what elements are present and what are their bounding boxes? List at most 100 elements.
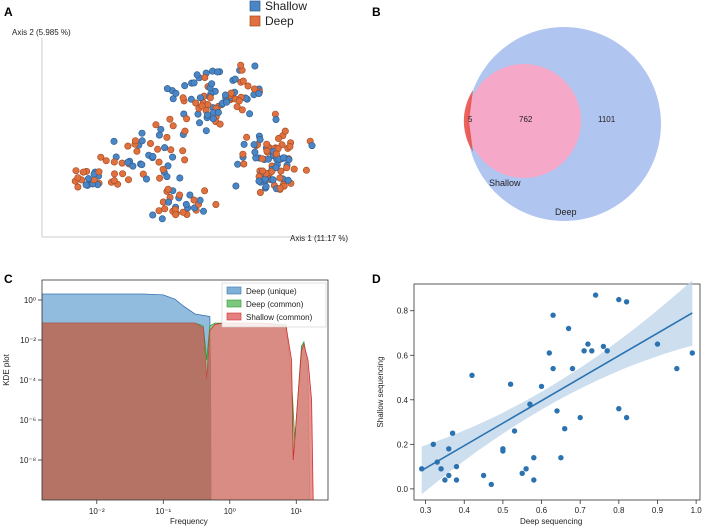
pcoa-point-shallow xyxy=(124,158,132,166)
kde-legend-swatch-unique xyxy=(226,286,242,295)
pcoa-point-deep xyxy=(274,135,282,143)
reg-frame xyxy=(413,283,701,501)
pcoa-point-deep xyxy=(227,89,235,97)
pcoa-panel: Axis 2 (5.985 %) Axis 1 (11.17 %) xyxy=(12,28,348,243)
pcoa-point-deep xyxy=(163,133,171,141)
pcoa-point-shallow xyxy=(279,154,287,162)
pcoa-point-shallow xyxy=(194,110,202,118)
panel-label-b: B xyxy=(372,5,381,19)
venn-shallow-label: Shallow xyxy=(489,178,521,188)
kde-xtick-label: 10⁻² xyxy=(89,507,105,516)
pcoa-point-shallow xyxy=(196,196,204,204)
pcoa-point-deep xyxy=(181,127,189,135)
pcoa-point-shallow xyxy=(256,136,264,144)
pcoa-point-deep xyxy=(259,167,267,175)
pcoa-point-shallow xyxy=(284,176,292,184)
pcoa-point-deep xyxy=(125,176,133,184)
pcoa-point-deep xyxy=(183,115,191,123)
venn-deep-only-count: 1101 xyxy=(598,115,616,124)
pcoa-point-shallow xyxy=(155,131,163,139)
pcoa-point-deep xyxy=(72,167,80,175)
reg-point xyxy=(442,477,448,483)
reg-point xyxy=(480,472,487,479)
reg-xtick-label: 0.7 xyxy=(575,506,587,515)
pcoa-point-shallow xyxy=(308,142,316,150)
pcoa-point-shallow xyxy=(255,177,263,185)
kde-ytick-label: 10⁻² xyxy=(20,336,36,345)
pcoa-point-deep xyxy=(159,165,167,173)
pcoa-point-shallow xyxy=(272,116,280,124)
kde-xtick-label: 10⁻¹ xyxy=(155,507,171,516)
pcoa-point-shallow xyxy=(138,137,146,145)
reg-ytick-label: 0.6 xyxy=(397,351,409,360)
reg-point xyxy=(623,414,630,421)
kde-ytick-label: 10⁻⁶ xyxy=(20,416,36,425)
reg-point xyxy=(623,299,630,305)
reg-xtick-label: 0.3 xyxy=(420,506,432,515)
reg-ylabel: Shallow sequencing xyxy=(376,356,385,427)
legend-shallow-label: Shallow xyxy=(265,0,307,13)
pcoa-point-shallow xyxy=(181,82,189,90)
regression-panel: 0.3 0.4 0.5 0.6 0.7 0.8 0.9 1.00.00.20.40.60.8 … xyxy=(376,280,702,526)
pcoa-point-deep xyxy=(147,140,155,148)
pcoa-point-shallow xyxy=(158,215,166,223)
pcoa-point-shallow xyxy=(209,115,217,123)
pcoa-point-deep xyxy=(139,170,147,178)
reg-point xyxy=(558,455,564,461)
pcoa-point-deep xyxy=(302,166,310,174)
reg-point xyxy=(419,466,425,472)
pcoa-point-deep xyxy=(235,97,243,105)
reg-point xyxy=(446,446,452,452)
kde-xlabel: Frequency xyxy=(170,517,208,526)
reg-point xyxy=(554,408,560,414)
pcoa-point-deep xyxy=(212,201,220,209)
reg-point xyxy=(500,448,506,454)
pcoa-point-deep xyxy=(190,196,198,204)
pcoa-point-deep xyxy=(161,205,169,213)
reg-xtick-label: 0.6 xyxy=(536,506,548,515)
kde-legend-swatch-shallow xyxy=(226,312,242,321)
panel-label-a: A xyxy=(4,5,13,19)
pcoa-point-deep xyxy=(79,168,87,176)
reg-point xyxy=(589,348,595,354)
pcoa-point-deep xyxy=(277,167,285,175)
kde-area-overlap xyxy=(42,323,212,500)
pcoa-point-shallow xyxy=(250,141,258,149)
reg-xtick-label: 1.0 xyxy=(691,506,703,515)
legend-deep-swatch xyxy=(249,15,261,27)
pcoa-point-shallow xyxy=(85,175,93,183)
pcoa-point-deep xyxy=(179,208,187,216)
pcoa-point-deep xyxy=(204,101,212,109)
pcoa-point-deep xyxy=(119,170,127,178)
reg-point xyxy=(538,383,545,390)
pcoa-point-shallow xyxy=(223,98,231,106)
reg-point xyxy=(581,348,587,354)
pcoa-point-deep xyxy=(156,174,164,182)
pcoa-point-shallow xyxy=(202,127,210,135)
pcoa-point-shallow xyxy=(214,109,222,117)
pcoa-point-deep xyxy=(244,82,252,90)
reg-confidence-band xyxy=(421,280,693,495)
reg-xtick-label: 0.8 xyxy=(613,506,625,515)
reg-xtick-label: 0.9 xyxy=(652,506,664,515)
reg-point xyxy=(550,365,556,372)
pcoa-point-deep xyxy=(286,143,294,151)
pcoa-point-deep xyxy=(276,174,284,182)
legend-shallow-swatch xyxy=(249,0,261,12)
pcoa-point-shallow xyxy=(163,173,171,181)
pcoa-point-shallow xyxy=(251,62,259,70)
kde-ytick-label: 10⁻⁴ xyxy=(19,376,36,385)
reg-point xyxy=(565,325,572,332)
reg-point xyxy=(453,463,460,470)
pcoa-point-shallow xyxy=(149,153,157,161)
kde-xtick-label: 10⁰ xyxy=(224,507,236,516)
pcoa-point-deep xyxy=(281,127,289,135)
pcoa-point-deep xyxy=(243,133,251,141)
venn-panel: 5 762 1101 Shallow Deep xyxy=(463,27,661,221)
pcoa-point-deep xyxy=(272,150,280,158)
pcoa-point-deep xyxy=(239,150,247,158)
pcoa-point-shallow xyxy=(246,110,254,118)
reg-xtick-label: 0.5 xyxy=(497,506,509,515)
pcoa-point-deep xyxy=(110,158,118,166)
reg-xtick-label: 0.4 xyxy=(459,506,471,515)
